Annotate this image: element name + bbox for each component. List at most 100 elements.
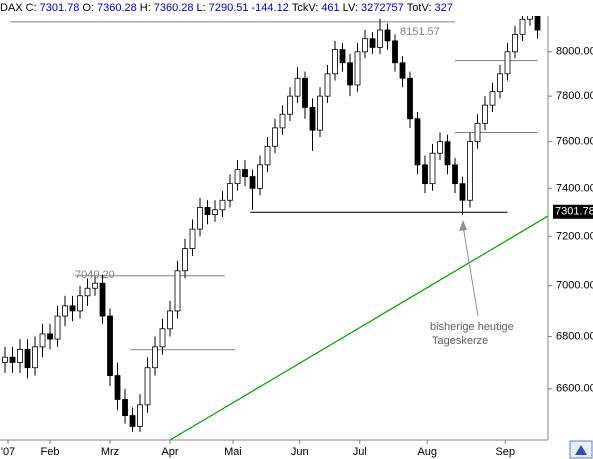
candle-body <box>189 228 196 249</box>
candle-body <box>422 164 428 185</box>
candle-body <box>32 346 38 369</box>
candle-body <box>399 62 406 79</box>
candle-body <box>362 38 368 53</box>
last-price-label: 7301.78 <box>555 206 593 218</box>
candle-body <box>414 118 421 166</box>
x-tick-label: Aug <box>417 446 437 458</box>
candle-body <box>489 91 496 106</box>
candle-body <box>107 315 113 377</box>
x-tick-label: Apr <box>161 446 178 458</box>
candle-body <box>242 169 248 177</box>
candle-body <box>512 33 518 53</box>
x-tick-label: Mai <box>224 446 242 458</box>
y-tick-label: 7600.00 <box>556 136 593 148</box>
y-tick-label: 8000.00 <box>556 46 593 58</box>
candle-body <box>264 145 271 166</box>
field-value: 327 <box>434 2 453 14</box>
candle-body <box>227 183 233 201</box>
candle-body <box>137 404 143 427</box>
y-tick-label: 7800.00 <box>556 90 593 102</box>
candle-body <box>234 169 241 185</box>
candle-body <box>144 367 151 406</box>
field-value: 7290.51 <box>208 2 249 14</box>
candle-body <box>129 415 136 427</box>
candle-body <box>467 141 473 201</box>
field-value: 7360.28 <box>97 2 137 14</box>
annotation: 7040.20 <box>75 269 115 281</box>
candle-body <box>47 333 53 340</box>
candle-body <box>377 29 383 48</box>
candle-body <box>272 127 278 147</box>
candle-body <box>429 152 436 185</box>
candle-body <box>152 346 158 369</box>
candle-body <box>294 77 301 97</box>
field-value: 7301.78 <box>39 2 80 14</box>
trendline <box>169 215 548 440</box>
x-tick-label: Jun <box>291 446 309 458</box>
y-tick-label: 6600.00 <box>556 383 593 395</box>
candle-body <box>2 356 8 363</box>
candle-body <box>77 295 83 312</box>
candle-body <box>69 305 76 312</box>
candle-body <box>437 141 443 154</box>
candle-body <box>369 38 376 48</box>
candle-body <box>62 305 68 317</box>
candle-body <box>197 207 203 230</box>
candle-body <box>257 164 263 189</box>
arrow <box>462 225 479 317</box>
candle-body <box>182 248 188 272</box>
candle-body <box>444 141 451 166</box>
x-tick-label: Sep <box>495 446 515 458</box>
candle-body <box>309 107 316 131</box>
field-value: -144.12 <box>251 2 289 14</box>
icon-glyph <box>575 445 587 455</box>
candle-body <box>9 356 16 363</box>
field-value: 461 <box>321 2 340 14</box>
candle-body <box>287 95 293 115</box>
candle-body <box>219 199 226 211</box>
plot-area <box>2 0 548 440</box>
candle-body <box>504 51 511 75</box>
candle-body <box>347 62 353 86</box>
annotation: 8151.57 <box>400 26 440 38</box>
candle-body <box>519 18 526 35</box>
y-tick-label: 7200.00 <box>556 230 593 242</box>
candle-body <box>332 49 338 75</box>
x-tick-label: Feb <box>41 446 60 458</box>
field-label: O: <box>82 2 95 14</box>
candle-body <box>407 77 413 120</box>
candle-body <box>497 73 503 93</box>
x-tick-label: Jul <box>353 446 367 458</box>
x-tick-label: '07 <box>1 446 15 458</box>
field-label: C: <box>25 2 37 14</box>
candle-body <box>39 333 46 348</box>
candle-body <box>302 77 308 108</box>
field-value: 7360.28 <box>153 2 194 14</box>
candle-body <box>24 349 31 369</box>
candle-body <box>482 104 488 124</box>
candle-body <box>99 282 106 317</box>
candle-body <box>84 287 91 297</box>
candle-body <box>204 207 211 216</box>
candle-body <box>384 29 391 42</box>
candle-body <box>392 40 398 64</box>
candle-body <box>474 122 481 143</box>
y-tick-label: 7400.00 <box>556 182 593 194</box>
quote-header: DAX C: 7301.78 O: 7360.28 H: 7360.28 L: 7290.51-… <box>0 0 593 16</box>
candle-body <box>54 315 61 340</box>
candle-body <box>167 310 173 330</box>
candle-body <box>249 176 256 189</box>
last-price-tag <box>553 204 593 219</box>
candle-body <box>324 73 331 97</box>
field-label: LV: <box>342 2 358 14</box>
field-value: 3272757 <box>360 2 404 14</box>
candle-body <box>92 282 98 289</box>
x-tick-label: Mrz <box>101 446 119 458</box>
symbol: DAX <box>0 2 23 14</box>
candle-body <box>339 49 346 64</box>
field-label: TckV: <box>291 2 319 14</box>
candle-body <box>279 113 286 129</box>
candle-body <box>317 95 323 131</box>
candle-body <box>114 375 121 400</box>
